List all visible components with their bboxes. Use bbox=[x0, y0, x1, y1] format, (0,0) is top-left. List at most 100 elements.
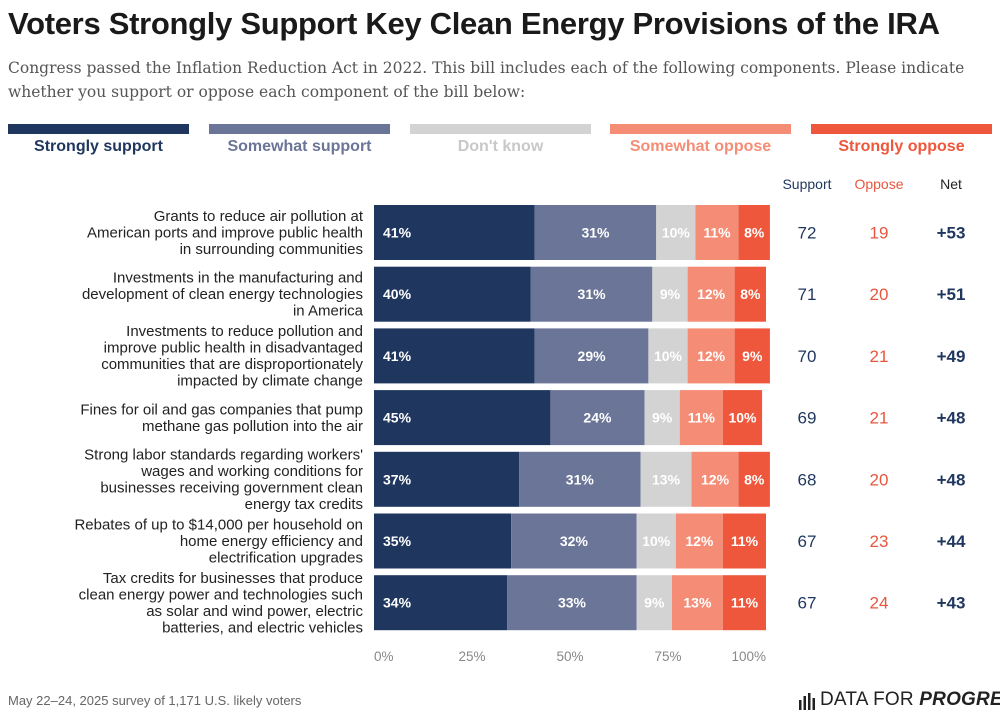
legend-item-strongly-support: Strongly support bbox=[8, 124, 189, 164]
legend-label: Don't know bbox=[457, 138, 544, 155]
bar-segment-don-t-know bbox=[656, 205, 696, 260]
legend-item-somewhat-oppose: Somewhat oppose bbox=[610, 124, 791, 164]
bar-segment-somewhat-support bbox=[550, 390, 645, 446]
summary-header-support: Support bbox=[782, 176, 831, 192]
data-label: 12% bbox=[697, 286, 726, 302]
legend-item-somewhat-support: Somewhat support bbox=[209, 124, 390, 164]
bar-segment-don-t-know bbox=[652, 266, 688, 322]
bar-segment-strongly-support bbox=[374, 328, 535, 384]
data-label: 40% bbox=[383, 286, 412, 302]
data-label: 8% bbox=[740, 286, 761, 302]
category-label: Rebates of up to $14,000 per household o… bbox=[74, 517, 363, 567]
data-label: 10% bbox=[654, 348, 683, 364]
chart-subtitle: Congress passed the Inflation Reduction … bbox=[8, 59, 965, 101]
bar-segment-somewhat-support bbox=[519, 451, 641, 507]
data-label: 13% bbox=[652, 471, 681, 487]
data-label: 11% bbox=[731, 533, 759, 549]
net-value: +48 bbox=[937, 470, 966, 489]
data-for-progress-logo: DATA FOR PROGRESS bbox=[798, 688, 1000, 714]
bar-segment-strongly-oppose bbox=[722, 575, 766, 631]
data-label: 9% bbox=[742, 348, 763, 364]
support-value: 72 bbox=[798, 224, 817, 243]
bar-segment-somewhat-oppose bbox=[695, 205, 739, 260]
bar-segment-strongly-oppose bbox=[738, 205, 770, 260]
bar-segment-strongly-support bbox=[374, 513, 512, 569]
bar-segment-somewhat-oppose bbox=[687, 266, 735, 322]
bar-segment-somewhat-support bbox=[511, 513, 637, 569]
legend-label: Somewhat support bbox=[227, 138, 372, 155]
bar-segment-don-t-know bbox=[636, 575, 672, 631]
data-label: 31% bbox=[566, 471, 595, 487]
legend-item-don-t-know: Don't know bbox=[410, 124, 591, 164]
oppose-value: 24 bbox=[870, 594, 889, 613]
support-value: 70 bbox=[798, 347, 817, 366]
data-label: 33% bbox=[558, 595, 587, 611]
category-label: Investments in the manufacturing and deve… bbox=[82, 270, 364, 320]
data-label: 13% bbox=[683, 595, 712, 611]
legend-swatch bbox=[410, 124, 591, 134]
bar-segment-don-t-know bbox=[636, 513, 676, 569]
category-label: Tax credits for businesses that produce c… bbox=[79, 570, 364, 637]
net-value: +43 bbox=[937, 594, 966, 613]
legend-label: Somewhat oppose bbox=[629, 138, 772, 155]
data-label: 12% bbox=[685, 533, 714, 549]
legend-swatch bbox=[610, 124, 791, 134]
bar-segment-strongly-support bbox=[374, 205, 535, 260]
category-label: Grants to reduce air pollution at America… bbox=[87, 208, 364, 258]
summary-header-oppose: Oppose bbox=[854, 176, 903, 192]
stacked-bar-chart: Support Oppose Net Grants to reduce air pol… bbox=[74, 176, 966, 664]
support-value: 69 bbox=[798, 409, 817, 428]
bar-segment-strongly-oppose bbox=[722, 513, 766, 569]
x-tick-label: 100% bbox=[731, 649, 766, 664]
support-value: 68 bbox=[798, 470, 817, 489]
bar-segment-somewhat-support bbox=[530, 266, 653, 322]
bar-segment-don-t-know bbox=[644, 390, 680, 446]
data-label: 34% bbox=[383, 595, 412, 611]
data-label: 10% bbox=[662, 225, 691, 241]
category-label: Fines for oil and gas companies that pum… bbox=[80, 401, 363, 435]
bar-chart-logo-icon bbox=[799, 693, 815, 710]
bar-segment-somewhat-oppose bbox=[687, 328, 735, 384]
legend-item-strongly-oppose: Strongly oppose bbox=[811, 124, 992, 164]
net-value: +49 bbox=[937, 347, 966, 366]
bar-segment-somewhat-support bbox=[507, 575, 637, 631]
data-label: 29% bbox=[578, 348, 607, 364]
data-label: 11% bbox=[731, 595, 759, 611]
support-value: 67 bbox=[798, 594, 817, 613]
bar-segment-strongly-oppose bbox=[738, 451, 770, 507]
data-label: 12% bbox=[697, 348, 726, 364]
bar-segment-strongly-oppose bbox=[722, 390, 763, 446]
bar-segment-strongly-oppose bbox=[734, 266, 766, 322]
bar-segment-somewhat-oppose bbox=[671, 575, 723, 631]
data-label: 9% bbox=[652, 410, 673, 426]
net-value: +44 bbox=[937, 532, 966, 551]
data-label: 31% bbox=[578, 286, 607, 302]
x-tick-label: 25% bbox=[458, 649, 485, 664]
data-label: 11% bbox=[688, 410, 716, 426]
oppose-value: 23 bbox=[870, 532, 889, 551]
summary-header-net: Net bbox=[940, 176, 962, 192]
category-label: Strong labor standards regarding workers… bbox=[84, 447, 363, 514]
bar-segment-somewhat-oppose bbox=[679, 390, 723, 446]
chart-title: Voters Strongly Support Key Clean Energy… bbox=[8, 6, 940, 41]
data-label: 37% bbox=[383, 471, 412, 487]
data-label: 41% bbox=[383, 225, 412, 241]
data-label: 8% bbox=[744, 225, 765, 241]
legend-swatch bbox=[209, 124, 390, 134]
data-label: 45% bbox=[383, 410, 412, 426]
survey-footnote: May 22–24, 2025 survey of 1,171 U.S. lik… bbox=[8, 693, 302, 708]
data-label: 24% bbox=[583, 410, 612, 426]
data-label: 10% bbox=[642, 533, 671, 549]
x-tick-label: 75% bbox=[654, 649, 681, 664]
support-value: 71 bbox=[798, 285, 817, 304]
net-value: +48 bbox=[937, 409, 966, 428]
legend: Strongly support Somewhat support Don't kn… bbox=[0, 124, 1000, 164]
data-label: 11% bbox=[703, 225, 731, 241]
data-label: 12% bbox=[701, 471, 730, 487]
data-label: 41% bbox=[383, 348, 412, 364]
oppose-value: 20 bbox=[870, 470, 889, 489]
bar-segment-somewhat-oppose bbox=[675, 513, 723, 569]
category-label: Investments to reduce pollution and impro… bbox=[101, 323, 363, 390]
bar-segment-somewhat-support bbox=[534, 205, 657, 260]
bar-segment-somewhat-oppose bbox=[691, 451, 739, 507]
